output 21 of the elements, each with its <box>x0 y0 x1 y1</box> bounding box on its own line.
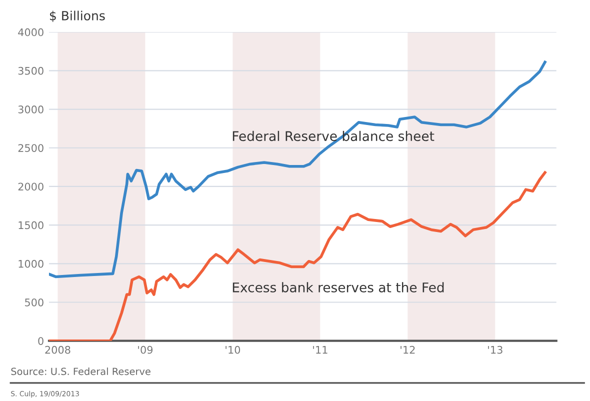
x-tick-label: '11 <box>313 346 328 354</box>
line-series <box>48 60 546 278</box>
x-tick-label: '12 <box>400 346 415 354</box>
y-tick-label: 1000 <box>18 260 44 268</box>
y-axis-title: $ Billions <box>50 10 105 22</box>
x-tick-label: '10 <box>226 346 240 354</box>
y-tick-label: 4000 <box>18 28 44 36</box>
series-label: Excess bank reserves at the Fed <box>232 282 444 292</box>
x-tick-label: 2008 <box>45 346 70 354</box>
y-tick-label: 500 <box>25 298 44 306</box>
y-tick-label: 0 <box>38 337 44 345</box>
y-tick-label: 1500 <box>18 221 44 230</box>
series-label: Federal Reserve balance sheet <box>232 130 434 142</box>
source-note: Source: U.S. Federal Reserve <box>11 368 150 376</box>
y-tick-label: 3500 <box>18 66 44 75</box>
line-series <box>48 171 546 341</box>
y-tick-label: 2500 <box>18 144 44 152</box>
x-tick-label: '13 <box>488 346 502 354</box>
x-tick-label: '09 <box>138 346 153 354</box>
y-tick-label: 2000 <box>18 182 44 191</box>
y-tick-label: 3000 <box>18 106 44 114</box>
